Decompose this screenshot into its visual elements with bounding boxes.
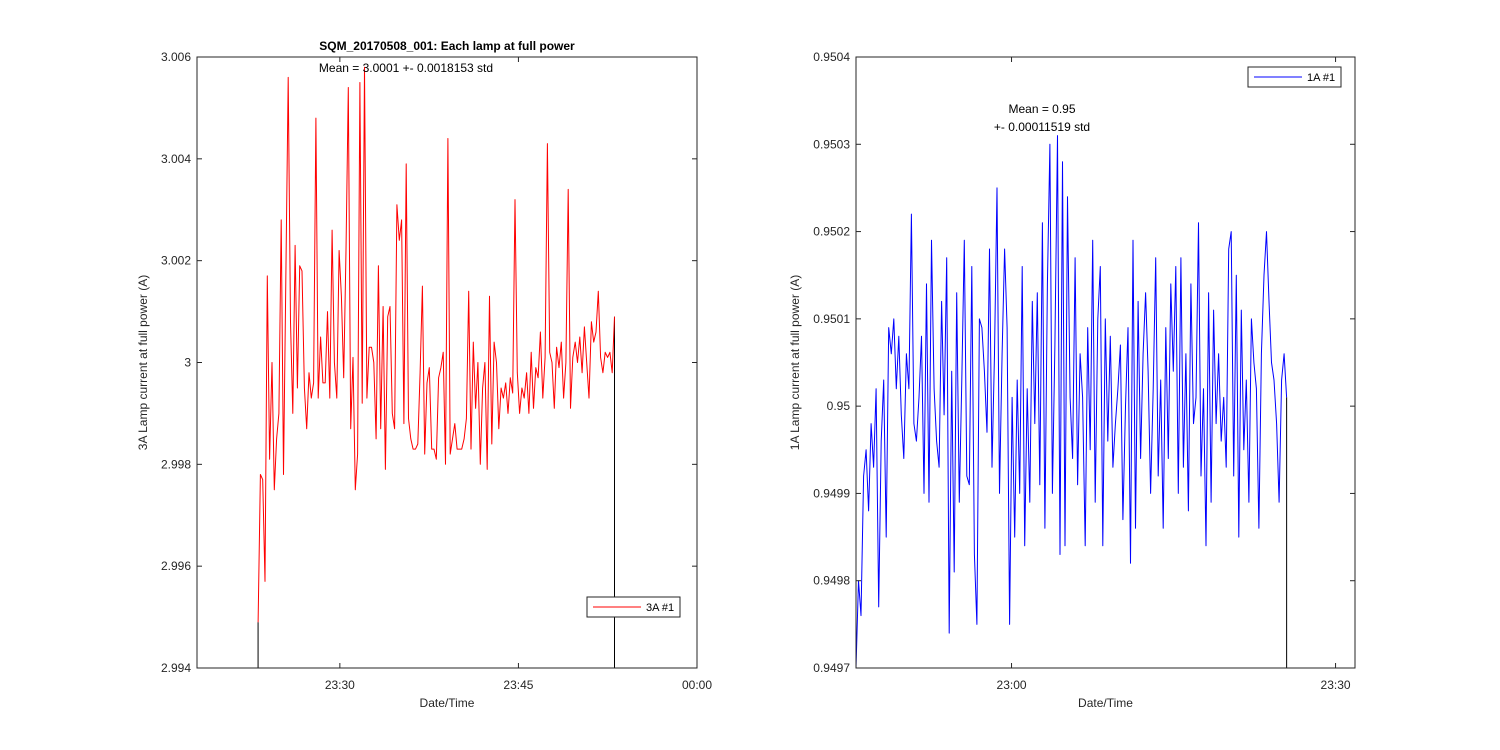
series-line-1a-1 (855, 135, 1288, 669)
y-tick-label: 0.9497 (813, 661, 850, 675)
y-tick-label: 3 (184, 356, 191, 370)
right-chart: 0.9497 0.9498 0.9499 0.95 0.9501 0.9502 0.9503… (788, 50, 1356, 710)
y-axis-label: 1A Lamp current at full power (A) (788, 275, 802, 450)
x-axis-label: Date/Time (420, 696, 475, 710)
x-tick-label: 23:30 (325, 678, 355, 692)
annotation-text: Mean = 3.0001 +- 0.0018153 std (319, 61, 493, 75)
y-tick-label: 0.95 (827, 399, 851, 413)
y-tick-label: 0.9498 (813, 574, 850, 588)
y-axis-label: 3A Lamp current at full power (A) (136, 275, 150, 450)
x-axis-label: Date/Time (1078, 696, 1133, 710)
y-tick-label: 2.998 (161, 457, 191, 471)
chart-title: SQM_20170508_001: Each lamp at full powe… (319, 39, 575, 53)
left-chart: 2.994 2.996 2.998 3 3.002 3.004 3.006 23:30 23:4… (136, 39, 712, 710)
y-tick-label: 0.9501 (813, 312, 850, 326)
annotation-text: +- 0.00011519 std (994, 120, 1090, 134)
x-tick-label: 23:45 (503, 678, 533, 692)
annotation-text: Mean = 0.95 (1008, 102, 1075, 116)
y-tick-label: 2.994 (161, 661, 191, 675)
y-tick-label: 3.004 (161, 152, 191, 166)
y-tick-label: 2.996 (161, 559, 191, 573)
y-tick-label: 0.9502 (813, 225, 850, 239)
plot-area (197, 57, 697, 668)
y-tick-label: 3.002 (161, 254, 191, 268)
x-tick-label: 23:00 (997, 678, 1027, 692)
x-tick-label: 23:30 (1321, 678, 1351, 692)
axes-box (855, 56, 1356, 669)
legend-label: 1A #1 (1307, 72, 1335, 84)
y-tick-label: 0.9503 (813, 137, 850, 151)
plot-area (856, 57, 1355, 668)
series-line-3a-1 (257, 66, 615, 623)
x-tick-label: 00:00 (682, 678, 712, 692)
y-tick-label: 0.9504 (813, 50, 850, 64)
legend-label: 3A #1 (646, 602, 674, 614)
y-tick-label: 0.9499 (813, 486, 850, 500)
y-tick-label: 3.006 (161, 50, 191, 64)
